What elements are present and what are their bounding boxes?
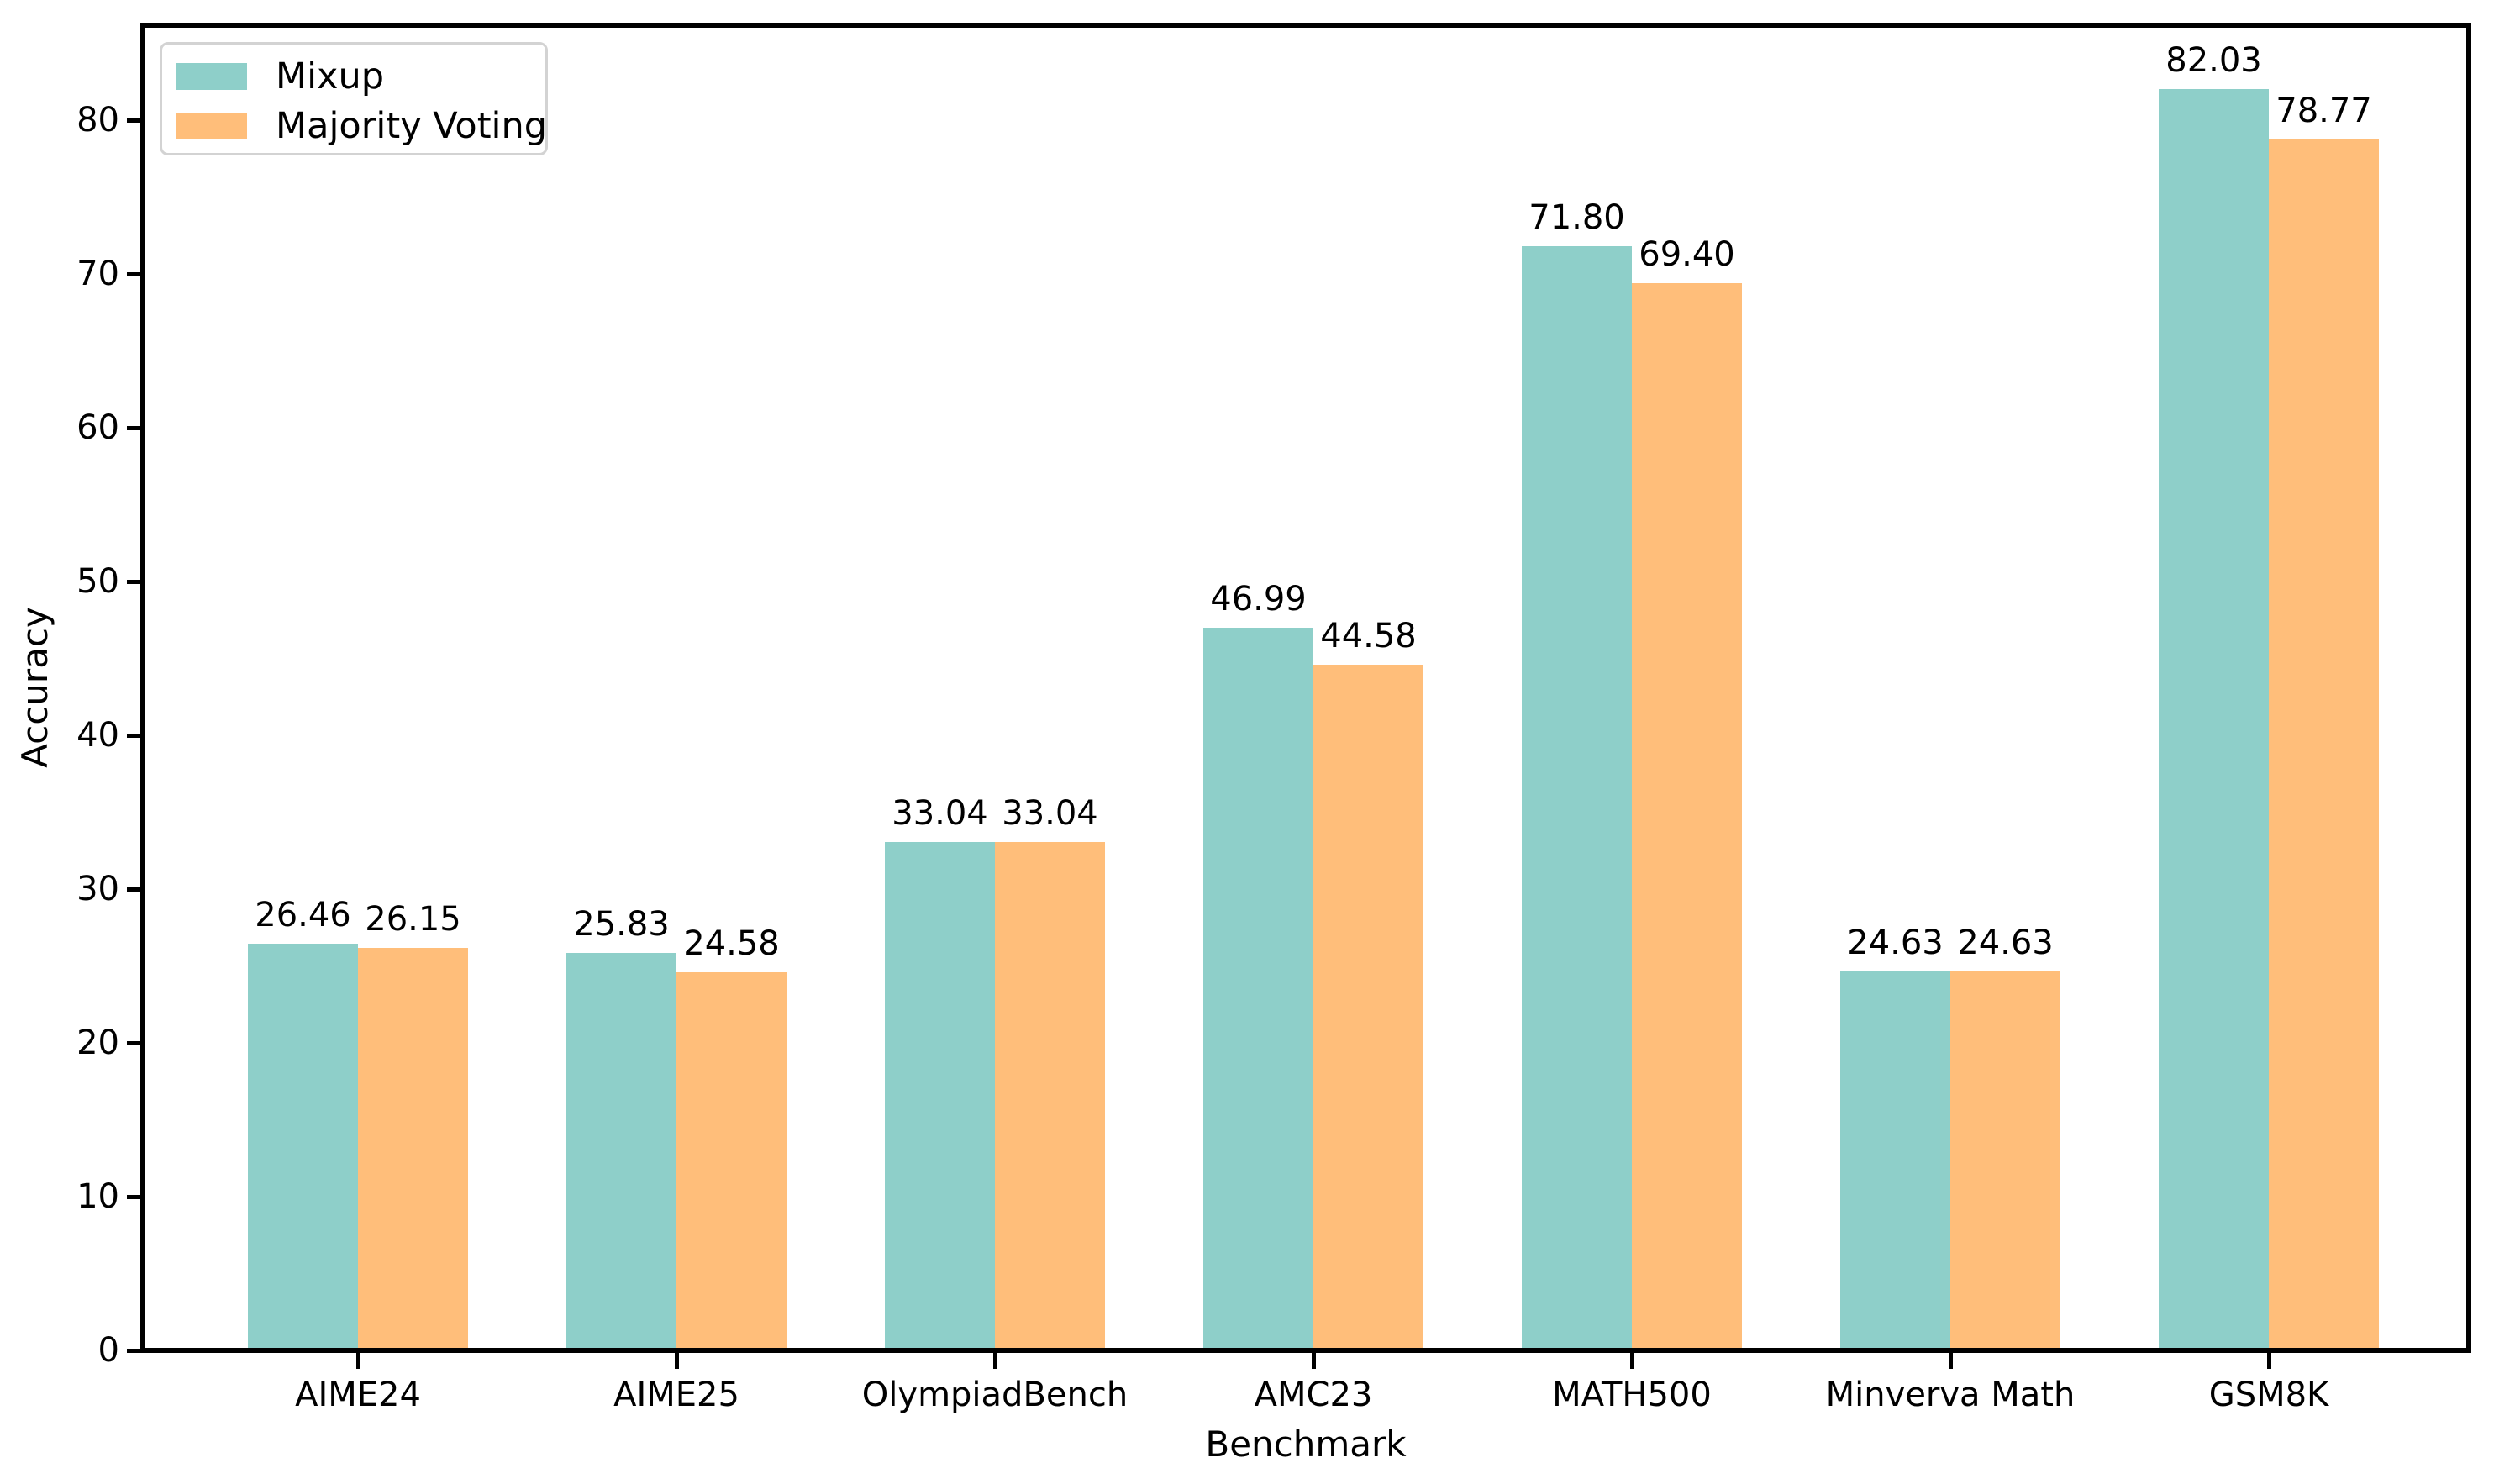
bar-mixup xyxy=(1522,246,1632,1350)
y-axis-title: Accuracy xyxy=(14,607,55,768)
x-axis-title: Benchmark xyxy=(1205,1423,1407,1465)
y-tick-label: 80 xyxy=(76,101,119,139)
y-tick-mark xyxy=(127,426,143,430)
y-tick-mark xyxy=(127,1195,143,1199)
y-tick-mark xyxy=(127,1349,143,1353)
x-tick-mark xyxy=(1312,1353,1316,1369)
x-tick-mark xyxy=(675,1353,679,1369)
x-tick-mark xyxy=(993,1353,997,1369)
bar-value-label: 25.83 xyxy=(573,905,670,944)
y-tick-label: 10 xyxy=(76,1177,119,1216)
bar-value-label: 33.04 xyxy=(892,794,988,833)
y-tick-label: 40 xyxy=(76,716,119,755)
x-tick-mark xyxy=(1949,1353,1953,1369)
y-tick-label: 60 xyxy=(76,408,119,447)
x-tick-label: OlympiadBench xyxy=(861,1376,1129,1414)
bar-mixup xyxy=(1840,971,1950,1350)
y-tick-label: 50 xyxy=(76,562,119,601)
y-tick-mark xyxy=(127,580,143,584)
y-tick-label: 0 xyxy=(97,1331,119,1370)
bar-value-label: 78.77 xyxy=(2276,92,2372,130)
x-tick-label: AIME25 xyxy=(613,1376,739,1414)
y-tick-mark xyxy=(127,118,143,123)
bar-value-label: 33.04 xyxy=(1002,794,1098,833)
legend-swatch xyxy=(176,63,247,90)
bar-value-label: 46.99 xyxy=(1210,580,1307,618)
bar-value-label: 26.15 xyxy=(365,900,461,939)
legend-label: Majority Voting xyxy=(276,105,548,147)
y-tick-mark xyxy=(127,1041,143,1045)
bar-mixup xyxy=(2159,89,2269,1350)
x-tick-label: MATH500 xyxy=(1552,1376,1712,1414)
x-tick-label: Minverva Math xyxy=(1825,1376,2076,1414)
x-tick-mark xyxy=(356,1353,360,1369)
bar-mixup xyxy=(566,953,676,1350)
legend-swatch xyxy=(176,113,247,139)
x-tick-mark xyxy=(2267,1353,2271,1369)
bar-value-label: 44.58 xyxy=(1320,617,1417,655)
x-tick-label: AIME24 xyxy=(295,1376,421,1414)
bar-value-label: 26.46 xyxy=(255,896,351,934)
bar-majority-voting xyxy=(995,842,1105,1350)
legend-label: Mixup xyxy=(276,55,385,97)
legend-entry: Mixup xyxy=(176,56,384,97)
y-tick-mark xyxy=(127,734,143,738)
bar-majority-voting xyxy=(676,972,787,1350)
bar-majority-voting xyxy=(358,948,468,1350)
bar-majority-voting xyxy=(1313,665,1423,1350)
legend-entry: Majority Voting xyxy=(176,106,547,146)
bar-majority-voting xyxy=(1950,971,2060,1350)
legend: Mixup Majority Voting xyxy=(160,42,548,155)
bar-majority-voting xyxy=(1632,283,1742,1350)
bar-mixup xyxy=(1203,628,1313,1350)
bar-value-label: 24.63 xyxy=(1847,924,1944,962)
bar-value-label: 71.80 xyxy=(1528,198,1625,237)
bar-value-label: 69.40 xyxy=(1639,235,1735,274)
x-tick-label: AMC23 xyxy=(1254,1376,1373,1414)
y-tick-label: 30 xyxy=(76,870,119,908)
bar-mixup xyxy=(885,842,995,1350)
x-tick-label: GSM8K xyxy=(2208,1376,2329,1414)
bar-mixup xyxy=(248,944,358,1350)
bar-value-label: 24.63 xyxy=(1957,924,2054,962)
y-tick-mark xyxy=(127,272,143,276)
y-tick-label: 20 xyxy=(76,1024,119,1062)
x-tick-mark xyxy=(1630,1353,1634,1369)
bar-majority-voting xyxy=(2269,139,2379,1350)
bar-value-label: 82.03 xyxy=(2165,41,2262,80)
y-tick-label: 70 xyxy=(76,255,119,293)
bar-value-label: 24.58 xyxy=(683,924,780,963)
y-tick-mark xyxy=(127,887,143,892)
